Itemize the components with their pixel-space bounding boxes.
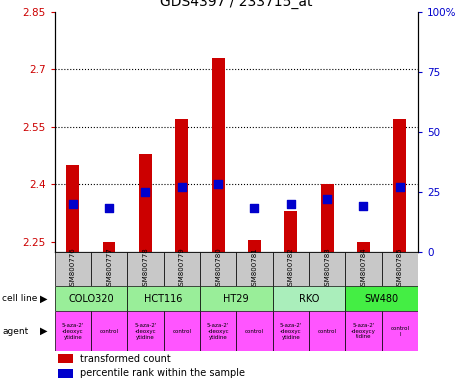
Text: 5-aza-2'
-deoxycy
tidine: 5-aza-2' -deoxycy tidine (351, 323, 376, 339)
Text: percentile rank within the sample: percentile rank within the sample (80, 368, 245, 378)
Bar (273, 311, 309, 351)
Text: GSM800784: GSM800784 (361, 247, 367, 290)
Bar (248, 240, 261, 252)
Bar (309, 311, 345, 351)
Bar (237, 311, 273, 351)
Text: control: control (100, 329, 119, 334)
Text: 5-aza-2'
-deoxyc
ytidine: 5-aza-2' -deoxyc ytidine (62, 323, 84, 339)
Bar (273, 286, 345, 311)
Bar (345, 311, 381, 351)
Text: GSM800785: GSM800785 (397, 247, 403, 290)
Text: HCT116: HCT116 (144, 293, 183, 304)
Text: GSM800778: GSM800778 (142, 247, 149, 290)
Bar (381, 252, 418, 286)
Title: GDS4397 / 233715_at: GDS4397 / 233715_at (160, 0, 313, 9)
Bar (55, 311, 91, 351)
Bar (273, 252, 309, 286)
Bar (393, 119, 406, 252)
Text: GSM800780: GSM800780 (215, 247, 221, 290)
Bar (91, 252, 127, 286)
Text: transformed count: transformed count (80, 354, 171, 364)
Bar (345, 252, 381, 286)
Point (287, 200, 294, 207)
Bar (212, 58, 225, 252)
Text: GSM800777: GSM800777 (106, 247, 112, 290)
Point (360, 203, 367, 209)
Point (69, 200, 76, 207)
Point (214, 181, 222, 187)
Point (142, 189, 149, 195)
Text: RKO: RKO (299, 293, 319, 304)
Text: agent: agent (2, 327, 28, 336)
Bar (163, 252, 200, 286)
Bar (200, 252, 237, 286)
Bar (357, 242, 370, 252)
Bar (309, 252, 345, 286)
Bar (139, 154, 152, 252)
Bar (103, 242, 115, 252)
Point (178, 184, 186, 190)
Bar (127, 311, 163, 351)
Text: control
l: control l (390, 326, 409, 337)
Bar (66, 165, 79, 252)
Point (396, 184, 404, 190)
Text: 5-aza-2'
-deoxyc
ytidine: 5-aza-2' -deoxyc ytidine (134, 323, 157, 339)
Bar (55, 286, 127, 311)
Text: ▶: ▶ (40, 293, 48, 304)
Bar (55, 252, 91, 286)
Text: GSM800782: GSM800782 (288, 247, 294, 290)
Text: SW480: SW480 (365, 293, 399, 304)
Text: ▶: ▶ (40, 326, 48, 336)
Bar (321, 184, 333, 252)
Text: HT29: HT29 (224, 293, 249, 304)
Point (323, 196, 331, 202)
Bar (200, 311, 237, 351)
Text: GSM800781: GSM800781 (251, 247, 257, 290)
Bar (175, 119, 188, 252)
Bar (163, 311, 200, 351)
Bar (345, 286, 418, 311)
Text: GSM800776: GSM800776 (70, 247, 76, 290)
Bar (200, 286, 273, 311)
Text: control: control (318, 329, 337, 334)
Text: GSM800779: GSM800779 (179, 247, 185, 290)
Bar (127, 286, 200, 311)
Bar (127, 252, 163, 286)
Text: cell line: cell line (2, 294, 38, 303)
Text: COLO320: COLO320 (68, 293, 114, 304)
Bar (91, 311, 127, 351)
Bar (58, 354, 73, 363)
Text: control: control (172, 329, 191, 334)
Bar (381, 311, 418, 351)
Text: GSM800783: GSM800783 (324, 247, 330, 290)
Text: control: control (245, 329, 264, 334)
Point (251, 205, 258, 211)
Text: 5-aza-2'
-deoxyc
ytidine: 5-aza-2' -deoxyc ytidine (280, 323, 302, 339)
Bar (237, 252, 273, 286)
Point (105, 205, 113, 211)
Bar (58, 369, 73, 378)
Bar (285, 211, 297, 252)
Text: 5-aza-2'
-deoxyc
ytidine: 5-aza-2' -deoxyc ytidine (207, 323, 229, 339)
